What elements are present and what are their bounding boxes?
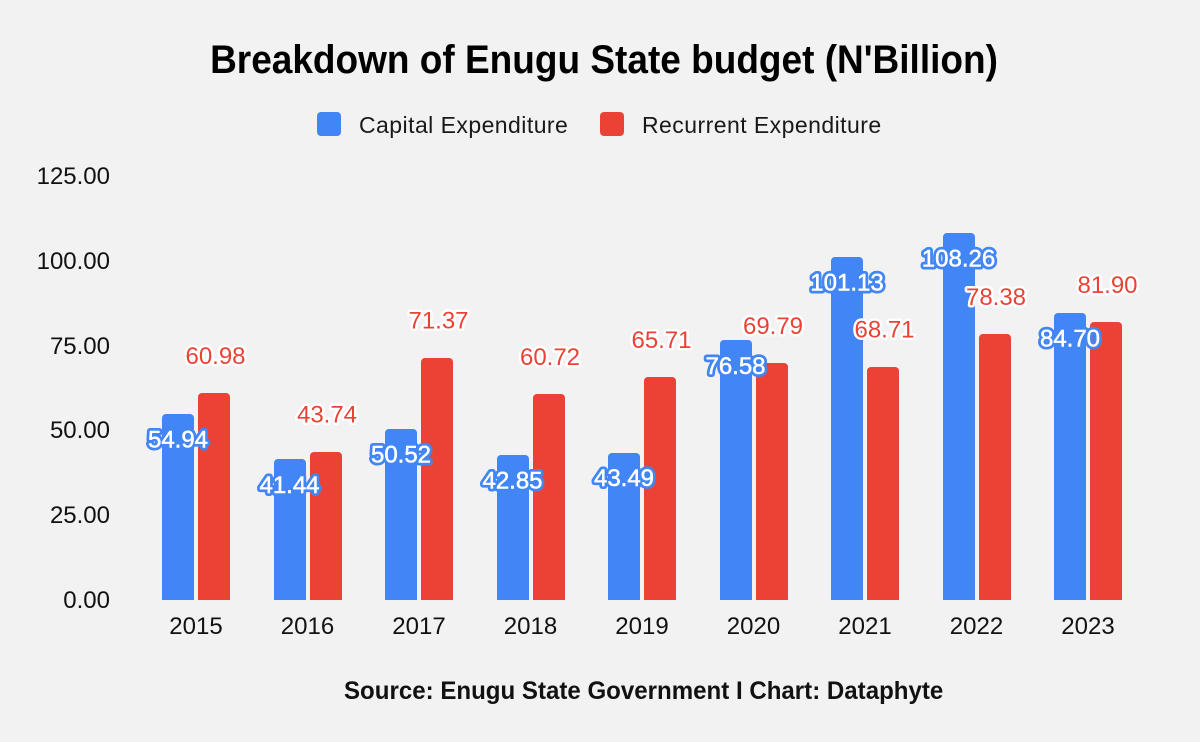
- svg-text:60.72: 60.72: [520, 344, 580, 371]
- svg-text:68.71: 68.71: [854, 317, 914, 344]
- svg-text:60.98: 60.98: [185, 343, 245, 370]
- svg-text:78.38: 78.38: [966, 284, 1026, 311]
- svg-text:43.74: 43.74: [297, 401, 357, 428]
- svg-text:81.90: 81.90: [1077, 272, 1137, 299]
- svg-text:69.79: 69.79: [743, 313, 803, 340]
- svg-text:71.37: 71.37: [408, 308, 468, 335]
- svg-text:65.71: 65.71: [631, 327, 691, 354]
